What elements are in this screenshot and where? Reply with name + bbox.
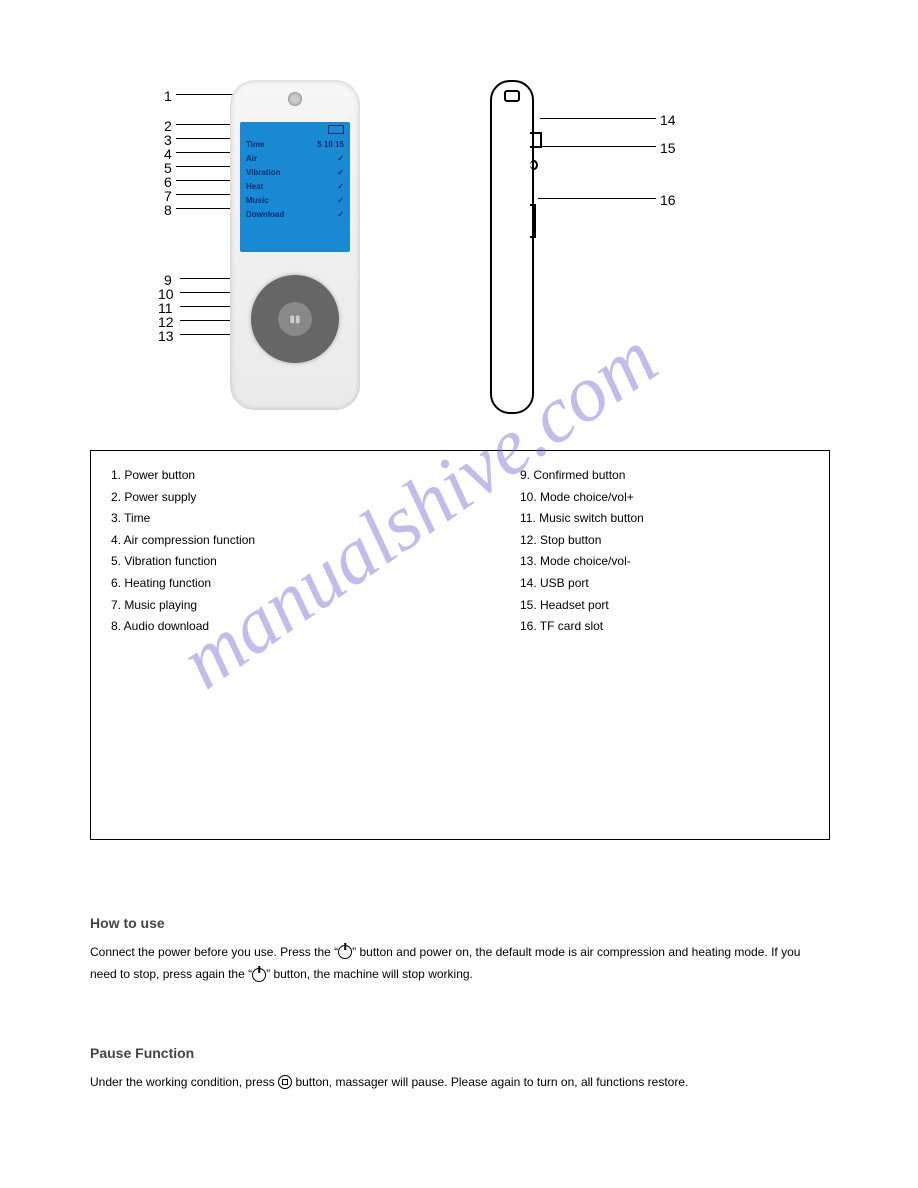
how-to-use-heading: How to use	[90, 910, 830, 937]
stop-icon	[278, 1075, 292, 1089]
pause-heading: Pause Function	[90, 1040, 830, 1067]
usb-port-icon	[530, 132, 542, 148]
diagram-area: 1 2 3 4 5 6 7 8 9 10 11 12 13 14 15 16	[130, 60, 790, 440]
legend-10: 10. Mode choice/vol+	[520, 487, 809, 509]
screen-row-vibration: Vibration✓	[246, 166, 344, 180]
tf-card-slot-icon	[530, 204, 536, 238]
callout-16: 16	[660, 190, 676, 211]
legend-13: 13. Mode choice/vol-	[520, 551, 809, 573]
legend-3: 3. Time	[111, 508, 400, 530]
legend-9: 9. Confirmed button	[520, 465, 809, 487]
power-icon	[338, 945, 352, 959]
legend-5: 5. Vibration function	[111, 551, 400, 573]
screen-row-download: Download✓	[246, 208, 344, 222]
legend-16: 16. TF card slot	[520, 616, 809, 638]
how-to-use-section: How to use Connect the power before you …	[90, 910, 830, 986]
power-icon-2	[252, 968, 266, 982]
headset-port-icon	[530, 160, 538, 170]
legend-11: 11. Music switch button	[520, 508, 809, 530]
nav-center-button: ▮▮	[278, 302, 312, 336]
legend-8: 8. Audio download	[111, 616, 400, 638]
callout-8: 8	[164, 200, 172, 221]
pause-p1a: Under the working condition, press	[90, 1075, 278, 1089]
leader-16	[538, 198, 656, 199]
manual-page: manualshive.com 1 2 3 4 5 6 7 8 9 10 11 …	[0, 0, 918, 1188]
leader-15	[540, 146, 656, 147]
legend-box: 1. Power button 2. Power supply 3. Time …	[90, 450, 830, 840]
legend-4: 4. Air compression function	[111, 530, 400, 552]
callout-1: 1	[164, 86, 172, 107]
pause-section: Pause Function Under the working conditi…	[90, 1040, 830, 1093]
legend-15: 15. Headset port	[520, 595, 809, 617]
remote-screen: Time5 10 15 Air✓ Vibration✓ Heat✓ Music✓…	[240, 122, 350, 252]
remote-side-view	[490, 80, 534, 414]
legend-2: 2. Power supply	[111, 487, 400, 509]
screen-row-air: Air✓	[246, 152, 344, 166]
callout-14: 14	[660, 110, 676, 131]
legend-1: 1. Power button	[111, 465, 400, 487]
screen-row-time: Time5 10 15	[246, 138, 344, 152]
callout-15: 15	[660, 138, 676, 159]
lanyard-hole	[288, 92, 302, 106]
legend-14: 14. USB port	[520, 573, 809, 595]
side-lanyard-hole	[504, 90, 520, 102]
nav-wheel: ▮▮	[251, 275, 339, 363]
how-to-use-p1c: ” button, the machine will stop working.	[266, 967, 473, 981]
legend-col-left: 1. Power button 2. Power supply 3. Time …	[111, 465, 400, 638]
remote-front-view: Time5 10 15 Air✓ Vibration✓ Heat✓ Music✓…	[230, 80, 360, 410]
battery-icon	[328, 125, 344, 134]
how-to-use-body: Connect the power before you use. Press …	[90, 941, 830, 987]
pause-p1b: button, massager will pause. Please agai…	[292, 1075, 688, 1089]
callout-13: 13	[158, 326, 174, 347]
screen-row-heat: Heat✓	[246, 180, 344, 194]
legend-12: 12. Stop button	[520, 530, 809, 552]
screen-row-music: Music✓	[246, 194, 344, 208]
legend-7: 7. Music playing	[111, 595, 400, 617]
legend-col-right: 9. Confirmed button 10. Mode choice/vol+…	[520, 465, 809, 638]
leader-14	[540, 118, 656, 119]
how-to-use-p1a: Connect the power before you use. Press …	[90, 945, 338, 959]
pause-body: Under the working condition, press butto…	[90, 1071, 830, 1094]
legend-6: 6. Heating function	[111, 573, 400, 595]
